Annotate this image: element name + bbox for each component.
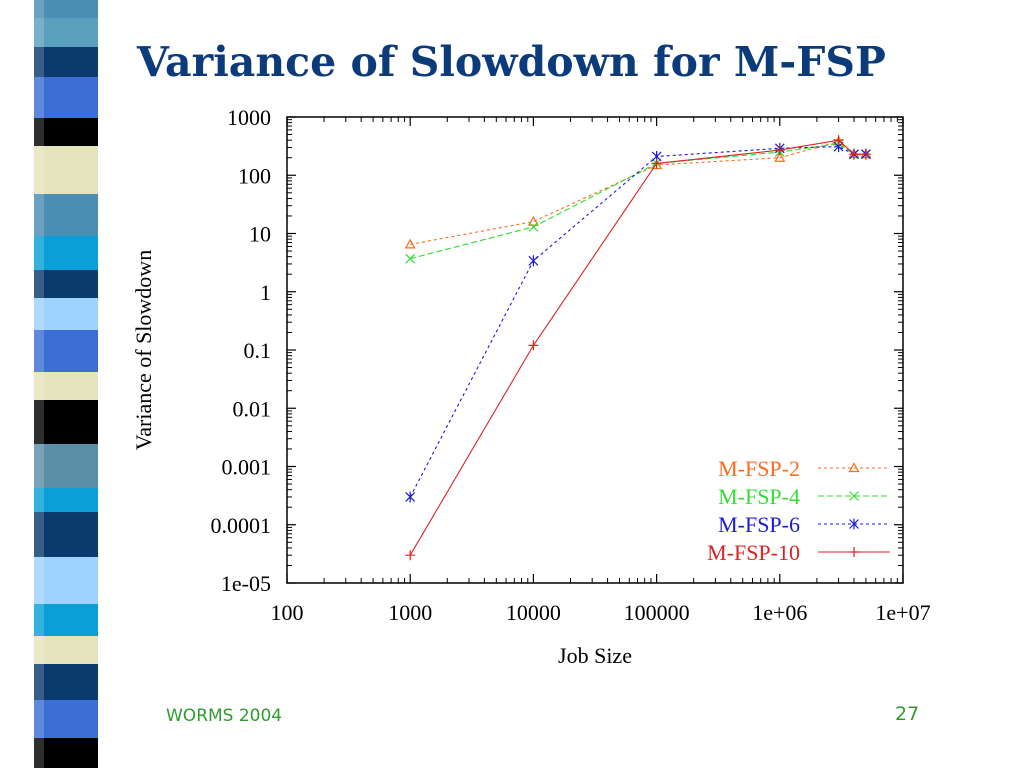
- series-line: [409, 146, 866, 498]
- slide-title: Variance of Slowdown for M-FSP: [137, 38, 886, 86]
- legend-label: M-FSP-2: [718, 456, 800, 481]
- legend-marker: [848, 462, 860, 473]
- y-tick-label: 0.01: [233, 396, 272, 421]
- data-point: [404, 238, 416, 249]
- x-tick-label: 100: [271, 600, 304, 625]
- series-m-fsp-6: [405, 141, 871, 503]
- legend-marker: [849, 547, 859, 557]
- y-tick-label: 1e-05: [221, 571, 271, 596]
- legend-label: M-FSP-6: [718, 512, 800, 537]
- x-tick-label: 1000: [388, 600, 432, 625]
- series-m-fsp-10: [405, 135, 871, 561]
- x-tick-label: 100000: [624, 600, 690, 625]
- y-tick-label: 10: [249, 222, 271, 247]
- data-point: [774, 145, 785, 156]
- data-point: [651, 158, 662, 169]
- data-point: [833, 135, 844, 146]
- legend-label: M-FSP-4: [718, 484, 800, 509]
- series-line: [410, 143, 866, 260]
- page-number: 27: [895, 703, 920, 725]
- y-tick-label: 1: [260, 280, 271, 305]
- y-tick-label: 0.0001: [211, 513, 272, 538]
- legend-marker: [849, 491, 859, 501]
- y-tick-label: 100: [238, 163, 271, 188]
- data-point: [527, 215, 539, 226]
- data-point: [405, 491, 416, 503]
- footer-conference: WORMS 2004: [166, 706, 283, 726]
- plot-frame: [286, 116, 904, 584]
- y-tick-label: 0.001: [222, 455, 272, 480]
- data-point: [528, 255, 539, 267]
- legend-label: M-FSP-10: [707, 540, 800, 565]
- chart: 100 1000 10000 100000 1e+06 1e+07 1e-05 0.0001 0…: [131, 105, 931, 668]
- series-m-fsp-4: [405, 138, 871, 264]
- legend-marker: [849, 518, 859, 530]
- data-point: [774, 151, 786, 162]
- x-axis-label: Job Size: [558, 643, 632, 668]
- y-tick-label: 1000: [227, 105, 271, 130]
- x-tick-label: 1e+07: [875, 600, 930, 625]
- data-point: [848, 149, 859, 160]
- series-m-fsp-2: [404, 135, 872, 249]
- data-point: [860, 149, 871, 160]
- x-tick-label: 10000: [506, 600, 561, 625]
- series-line: [410, 140, 866, 245]
- decorative-stripe: [34, 0, 98, 768]
- y-tick-label: 0.1: [244, 338, 272, 363]
- y-axis-label: Variance of Slowdown: [131, 250, 156, 450]
- data-point: [528, 340, 539, 351]
- x-tick-label: 1e+06: [752, 600, 807, 625]
- data-point: [405, 253, 416, 264]
- data-point: [528, 221, 539, 232]
- data-point: [405, 550, 416, 561]
